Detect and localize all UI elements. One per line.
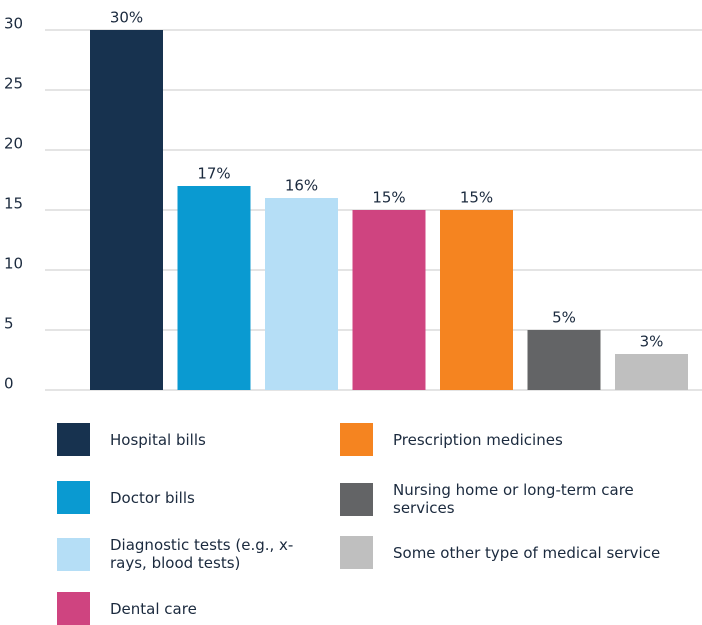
legend-swatch bbox=[57, 537, 90, 571]
legend-label: Dental care bbox=[110, 599, 197, 618]
value-label: 3% bbox=[640, 333, 664, 351]
legend-item: Some other type of medical service bbox=[340, 536, 693, 569]
legend-label: Prescription medicines bbox=[393, 430, 563, 449]
value-label: 5% bbox=[552, 309, 576, 327]
value-label: 17% bbox=[197, 165, 230, 183]
legend-label: Nursing home or long-term care services bbox=[393, 481, 634, 517]
legend-swatch bbox=[340, 536, 373, 569]
legend-item: Hospital bills bbox=[57, 423, 300, 456]
bar bbox=[352, 210, 426, 390]
legend-swatch bbox=[57, 592, 90, 625]
bar bbox=[265, 198, 338, 390]
bar bbox=[177, 186, 251, 390]
legend-item: Prescription medicines bbox=[340, 423, 693, 456]
chart: 0 5 10 15 20 25 30 30% 17% 16% 15% 15% 5% 3% bbox=[4, 9, 702, 393]
legend-label: Some other type of medical service bbox=[393, 543, 661, 562]
legend-label: Hospital bills bbox=[110, 430, 206, 449]
y-tick-label: 10 bbox=[4, 255, 23, 273]
legend-swatch bbox=[340, 423, 373, 456]
legend-item: Nursing home or long-term care services bbox=[340, 481, 693, 517]
y-tick-label: 15 bbox=[4, 195, 23, 213]
y-tick-label: 5 bbox=[4, 315, 14, 333]
y-tick-label: 20 bbox=[4, 135, 23, 153]
legend-label: Diagnostic tests (e.g., x-rays, blood te… bbox=[110, 536, 294, 572]
y-tick-label: 25 bbox=[4, 75, 23, 93]
y-tick-label: 0 bbox=[4, 375, 14, 393]
legend-label: Doctor bills bbox=[110, 488, 195, 507]
legend-swatch bbox=[57, 423, 90, 456]
bar bbox=[440, 210, 513, 390]
legend-item: Dental care bbox=[57, 592, 300, 625]
value-label: 15% bbox=[460, 189, 493, 207]
bar bbox=[90, 30, 163, 390]
y-tick-label: 30 bbox=[4, 15, 23, 33]
legend-swatch bbox=[340, 482, 373, 516]
value-label: 16% bbox=[285, 177, 318, 195]
bar bbox=[527, 330, 601, 390]
value-label: 15% bbox=[372, 189, 405, 207]
legend-item: Doctor bills bbox=[57, 481, 300, 514]
legend-item: Diagnostic tests (e.g., x-rays, blood te… bbox=[57, 536, 300, 572]
bar bbox=[615, 354, 688, 390]
value-label: 30% bbox=[110, 9, 143, 27]
legend-swatch bbox=[57, 481, 90, 514]
